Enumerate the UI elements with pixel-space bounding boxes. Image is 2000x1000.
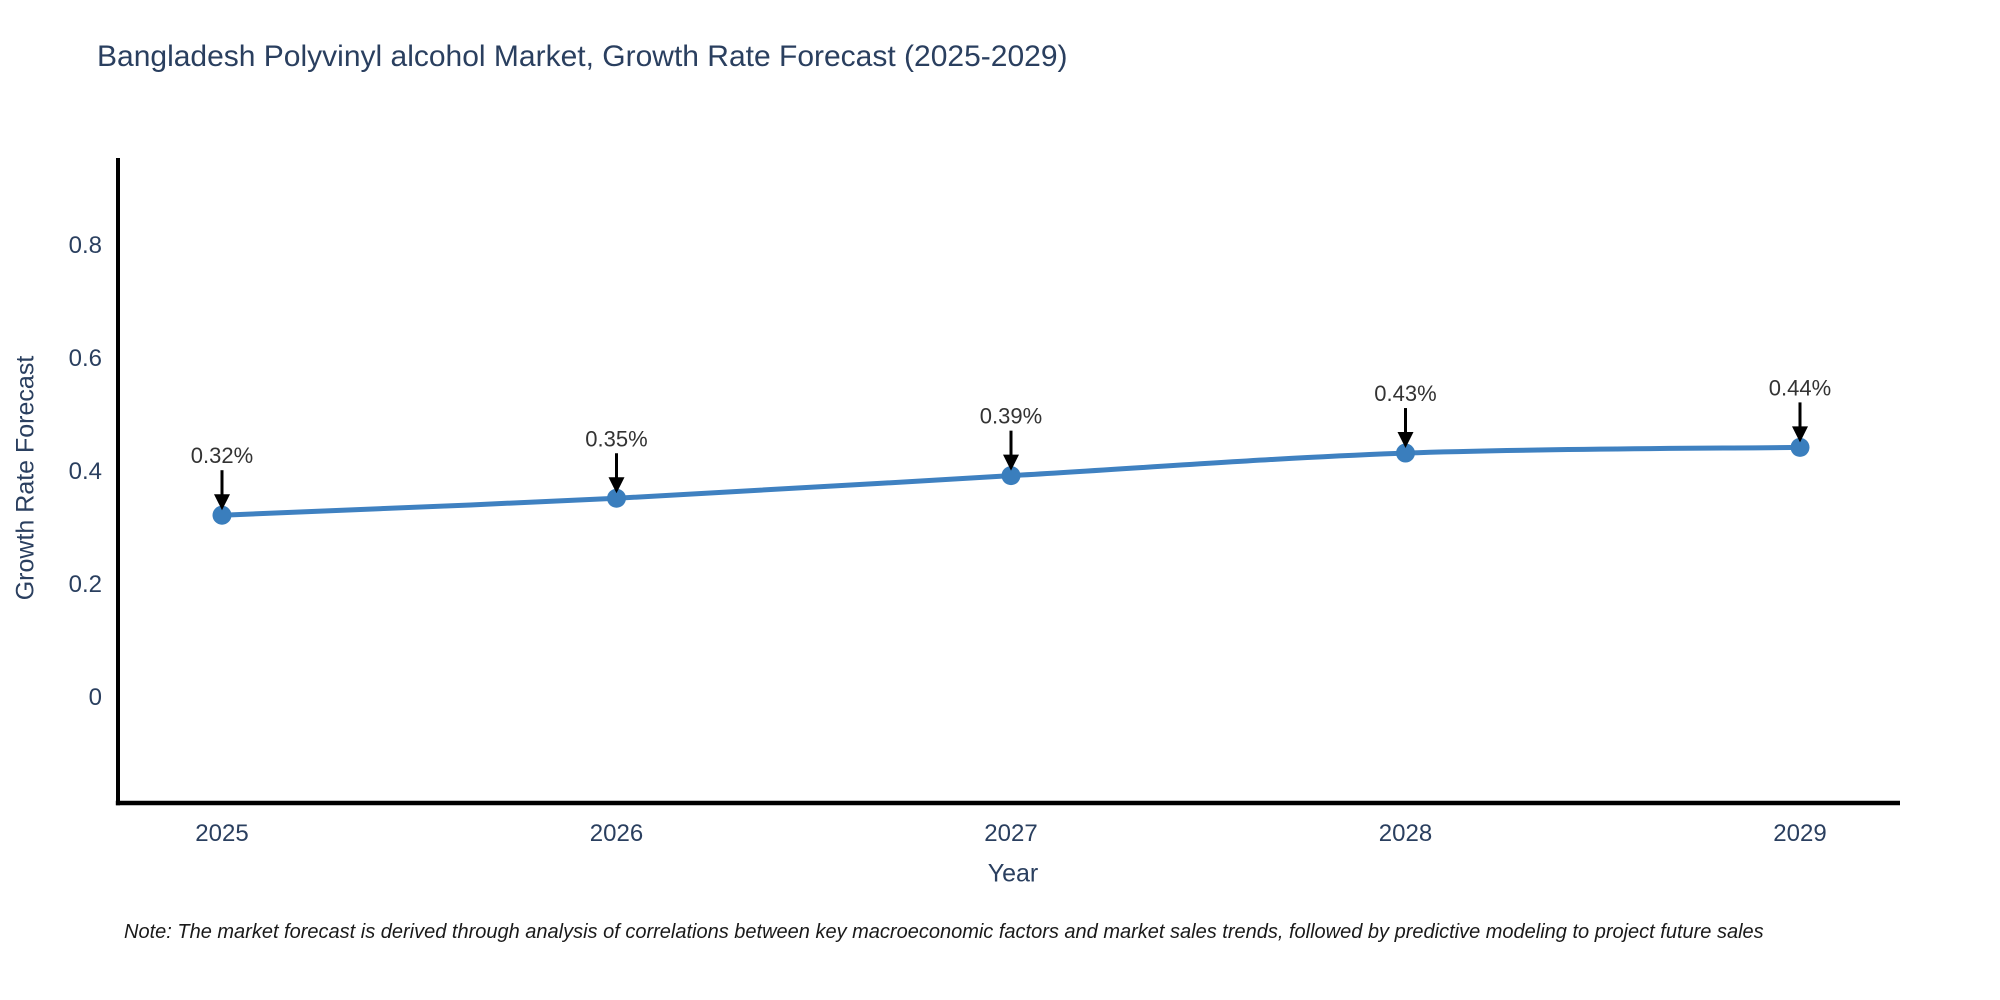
data-point[interactable]	[1790, 437, 1810, 457]
annotation-arrowhead	[1792, 426, 1808, 443]
y-axis-title: Growth Rate Forecast	[11, 355, 40, 601]
annotation-label: 0.43%	[1374, 381, 1436, 406]
annotation-arrowhead	[608, 477, 625, 494]
annotation-label: 0.35%	[585, 426, 647, 451]
y-tick-label: 0	[89, 684, 102, 711]
x-tick-label: 2029	[1773, 820, 1826, 847]
annotation-arrowhead	[1397, 432, 1414, 449]
x-axis-title: Year	[987, 859, 1039, 888]
x-tick-label: 2025	[195, 820, 248, 847]
data-point[interactable]	[1396, 443, 1415, 463]
chart-footnote: Note: The market forecast is derived thr…	[124, 921, 1764, 943]
annotation-label: 0.39%	[980, 404, 1042, 429]
annotation-label: 0.32%	[191, 443, 253, 468]
x-tick-label: 2028	[1379, 820, 1432, 847]
data-point[interactable]	[212, 505, 232, 525]
y-tick-label: 0.8	[69, 232, 102, 259]
chart-title: Bangladesh Polyvinyl alcohol Market, Gro…	[97, 40, 1068, 73]
annotation-arrowhead	[1003, 454, 1019, 471]
y-tick-label: 0.2	[69, 571, 102, 598]
y-tick-label: 0.6	[69, 345, 102, 372]
x-tick-label: 2026	[590, 820, 643, 847]
annotation-label: 0.44%	[1769, 375, 1831, 400]
data-point[interactable]	[1001, 466, 1021, 486]
data-point[interactable]	[607, 488, 626, 508]
annotation-arrowhead	[214, 494, 230, 511]
y-tick-label: 0.4	[69, 458, 102, 485]
x-tick-label: 2027	[984, 820, 1037, 847]
